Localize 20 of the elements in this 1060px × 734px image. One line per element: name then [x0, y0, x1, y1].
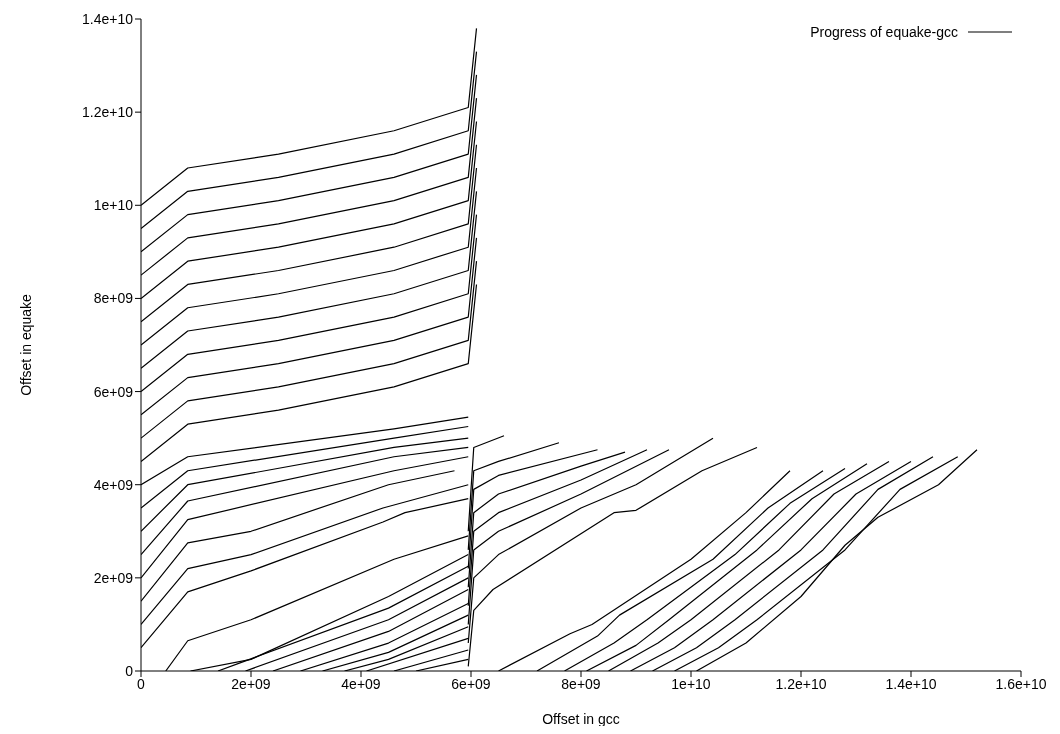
- y-tick-label: 2e+09: [93, 569, 134, 586]
- x-tick-label: 1.4e+10: [885, 675, 937, 692]
- y-axis-title: Offset in equake: [17, 293, 34, 396]
- x-tick-label: 1e+10: [671, 675, 711, 692]
- x-axis-title: Offset in gcc: [542, 711, 620, 727]
- x-tick-label: 6e+09: [451, 675, 491, 692]
- y-tick-label: 0: [125, 662, 134, 679]
- y-tick-label: 1e+10: [93, 197, 134, 214]
- x-tick-label: 2e+09: [231, 675, 271, 692]
- y-tick-label: 8e+09: [93, 290, 134, 307]
- y-tick-label: 1.2e+10: [82, 104, 134, 121]
- x-tick-label: 4e+09: [341, 675, 381, 692]
- y-tick-label: 1.4e+10: [82, 10, 134, 27]
- x-tick-label: 8e+09: [561, 675, 601, 692]
- y-tick-label: 6e+09: [93, 383, 134, 400]
- x-tick-label: 1.6e+10: [995, 675, 1047, 692]
- x-tick-label: 1.2e+10: [775, 675, 827, 692]
- x-tick-label: 0: [137, 675, 146, 692]
- legend-label: Progress of equake-gcc: [810, 24, 958, 40]
- y-tick-label: 4e+09: [93, 476, 134, 493]
